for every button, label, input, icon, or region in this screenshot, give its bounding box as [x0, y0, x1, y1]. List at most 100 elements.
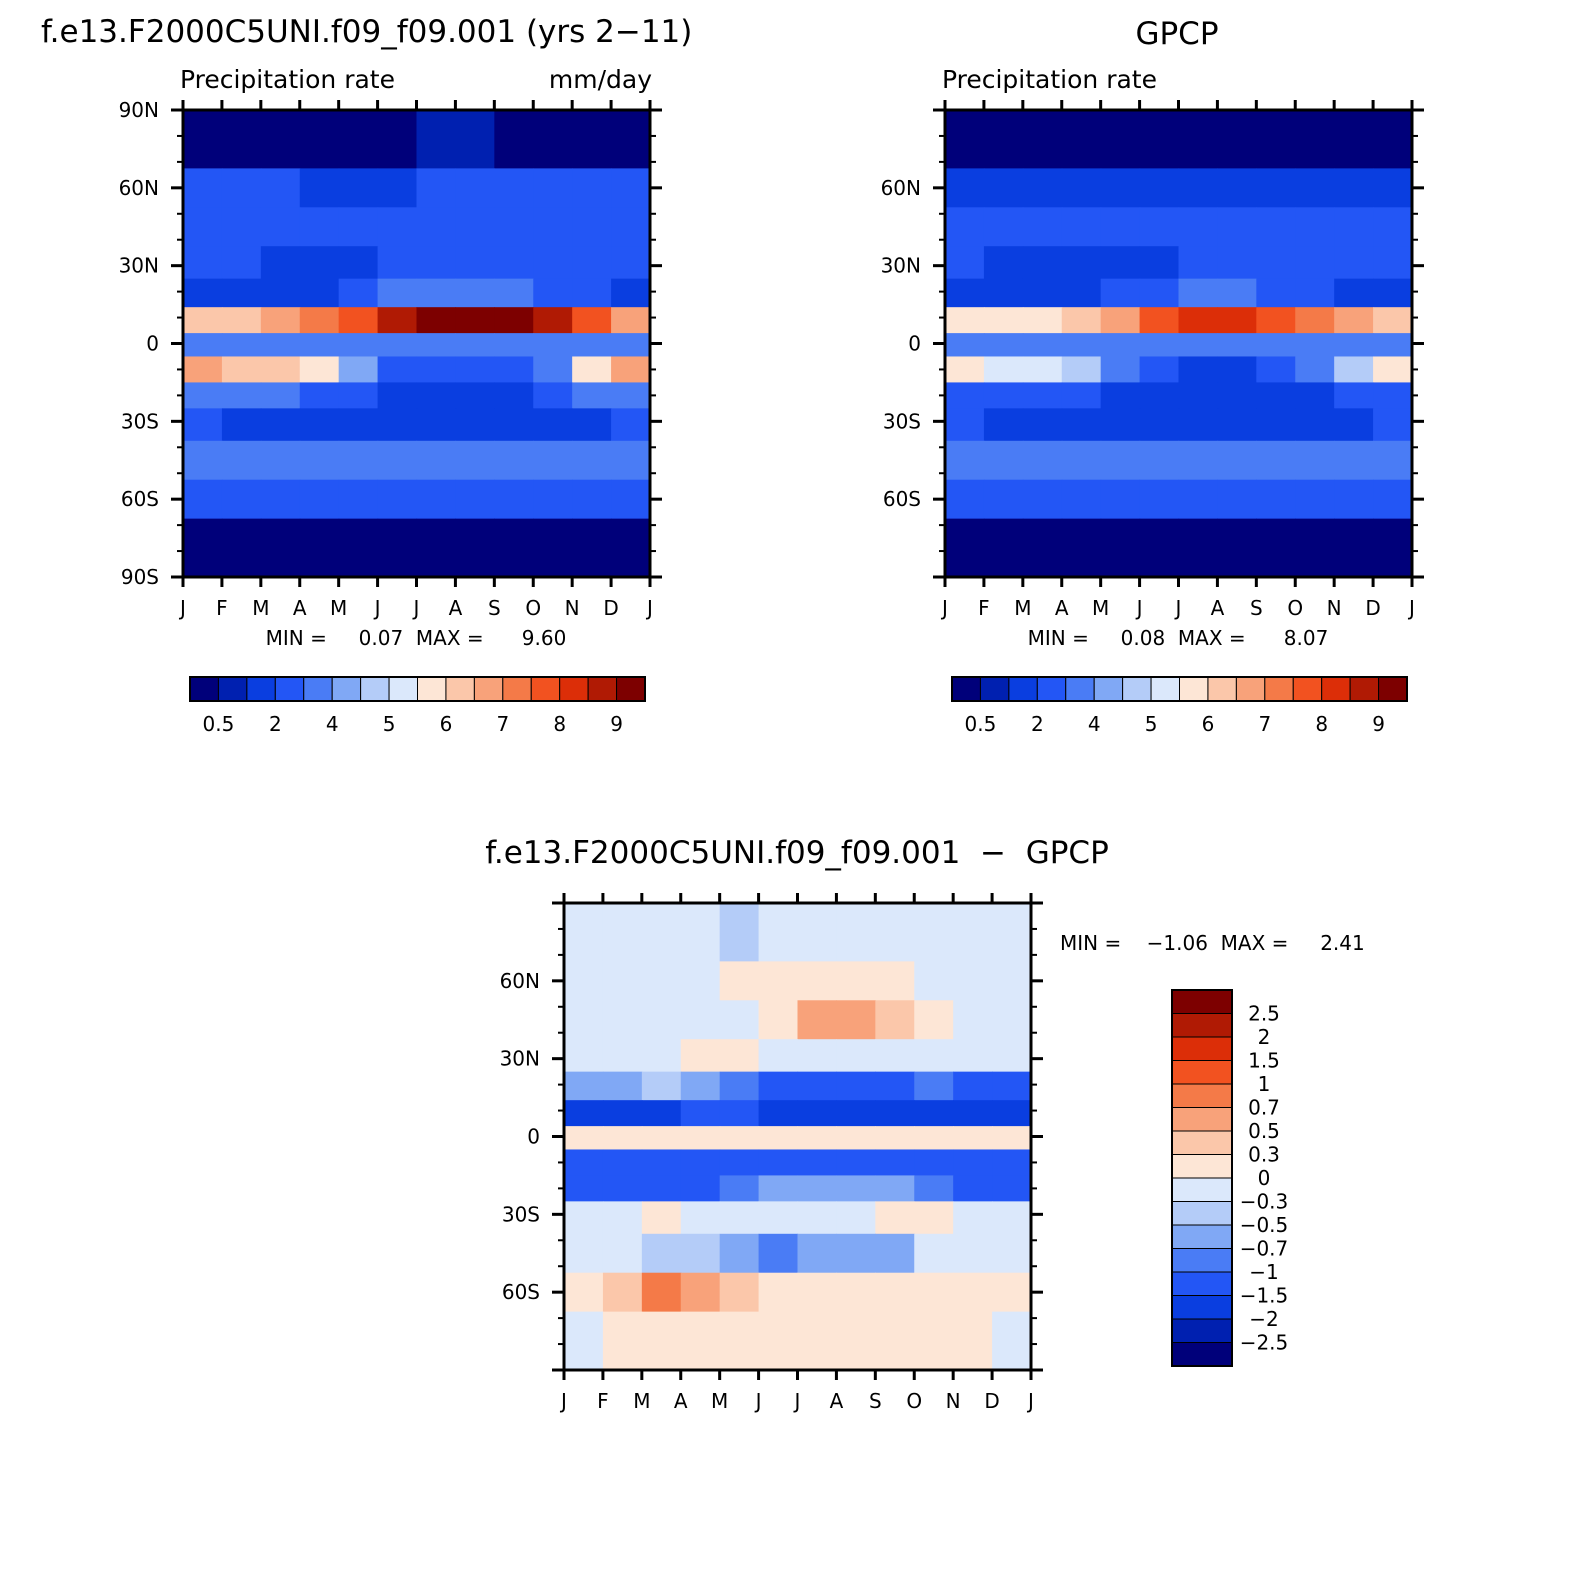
heat-cell	[1139, 518, 1180, 578]
heat-cell	[1178, 246, 1219, 280]
heat-cell	[494, 479, 534, 520]
heat-cell	[338, 518, 379, 578]
month-tick-label: J	[754, 1389, 762, 1413]
heat-cell	[1295, 278, 1335, 308]
heat-cell	[1100, 168, 1141, 208]
heat-cell	[572, 278, 612, 308]
heat-cell	[416, 207, 457, 247]
heat-cell	[914, 1175, 954, 1202]
lat-tick-label: 60N	[119, 176, 159, 200]
heat-cell	[602, 1149, 643, 1177]
heat-cell	[221, 307, 262, 334]
heat-cell	[416, 408, 457, 442]
heat-cell	[758, 961, 799, 1001]
heat-cell	[719, 1233, 760, 1274]
heat-cell	[1061, 110, 1102, 169]
colorbar-swatch	[1171, 1060, 1233, 1085]
colorbar-label: 4	[1088, 712, 1101, 736]
heat-cell	[494, 518, 534, 578]
month-tick-label: D	[603, 596, 618, 620]
heat-cell	[1022, 382, 1063, 409]
heat-cell	[1295, 246, 1335, 280]
heat-cell	[1373, 110, 1413, 169]
heat-cell	[602, 1039, 643, 1073]
colorbar-label: 2	[1258, 1025, 1271, 1049]
heat-cell	[836, 1039, 876, 1073]
heat-cell	[1295, 440, 1335, 481]
heat-cell	[1295, 333, 1335, 358]
month-tick-label: D	[984, 1389, 999, 1413]
panel1-units-label: mm/day	[549, 65, 652, 94]
heat-cell	[836, 903, 876, 962]
colorbar-label: 2	[1031, 712, 1044, 736]
heat-cell	[953, 1201, 993, 1235]
heat-cell	[1217, 110, 1257, 169]
heat-cell	[299, 333, 340, 358]
heat-cell	[945, 278, 985, 308]
heat-cell	[1178, 333, 1219, 358]
heat-cell	[1139, 382, 1180, 409]
colorbar-label: 0.3	[1248, 1143, 1280, 1167]
colorbar-swatch	[1171, 1036, 1233, 1061]
heat-cell	[1256, 333, 1296, 358]
heat-cell	[1061, 408, 1102, 442]
heat-cell	[1100, 307, 1141, 334]
heat-cell	[1217, 207, 1257, 247]
month-tick-label: D	[1365, 596, 1380, 620]
heat-cell	[1178, 356, 1219, 384]
heat-cell	[719, 1175, 760, 1202]
heat-cell	[602, 1201, 643, 1235]
heat-cell	[680, 1000, 721, 1040]
heat-cell	[1100, 333, 1141, 358]
heat-cell	[797, 1100, 838, 1127]
heat-cell	[992, 1149, 1032, 1177]
panel1-title: f.e13.F2000C5UNI.f09_f09.001 (yrs 2−11)	[41, 14, 692, 50]
heat-cell	[1022, 207, 1063, 247]
heat-cell	[1100, 246, 1141, 280]
heat-cell	[611, 110, 651, 169]
heat-cell	[260, 278, 301, 308]
heat-cell	[1295, 408, 1335, 442]
heat-cell	[914, 1071, 954, 1101]
heat-cell	[680, 1175, 721, 1202]
panel1-field	[183, 110, 651, 578]
heat-cell	[416, 518, 457, 578]
heat-cell	[377, 382, 418, 409]
colorbar-label: 2.5	[1248, 1002, 1280, 1026]
colorbar-swatch	[1171, 1013, 1233, 1038]
heat-cell	[494, 333, 534, 358]
heat-cell	[797, 1201, 838, 1235]
heat-cell	[221, 333, 262, 358]
heat-cell	[914, 1000, 954, 1040]
lat-tick-label: 30S	[883, 409, 921, 433]
month-tick-label: A	[674, 1389, 688, 1413]
heat-cell	[377, 479, 418, 520]
heat-cell	[983, 168, 1024, 208]
heat-cell	[1022, 307, 1063, 334]
heat-cell	[455, 518, 495, 578]
heat-cell	[1217, 333, 1257, 358]
heat-cell	[914, 903, 954, 962]
heat-cell	[299, 518, 340, 578]
heat-cell	[797, 1039, 838, 1073]
month-tick-label: J	[412, 596, 420, 620]
heat-cell	[758, 903, 799, 962]
heat-cell	[338, 110, 379, 169]
panel1-minmax: MIN = 0.07 MAX = 9.60	[266, 626, 567, 650]
heat-cell	[1295, 479, 1335, 520]
heat-cell	[494, 440, 534, 481]
heat-cell	[299, 307, 340, 334]
colorbar-swatch	[1171, 1342, 1233, 1367]
heat-cell	[953, 1126, 993, 1151]
heat-cell	[836, 1149, 876, 1177]
heat-cell	[914, 1272, 954, 1313]
heat-cell	[455, 278, 495, 308]
colorbar-swatch	[559, 676, 589, 702]
heat-cell	[719, 1311, 760, 1371]
heat-cell	[572, 356, 612, 384]
heat-cell	[914, 1100, 954, 1127]
heat-cell	[299, 382, 340, 409]
heat-cell	[377, 356, 418, 384]
heat-cell	[797, 1000, 838, 1040]
heat-cell	[1334, 278, 1374, 308]
